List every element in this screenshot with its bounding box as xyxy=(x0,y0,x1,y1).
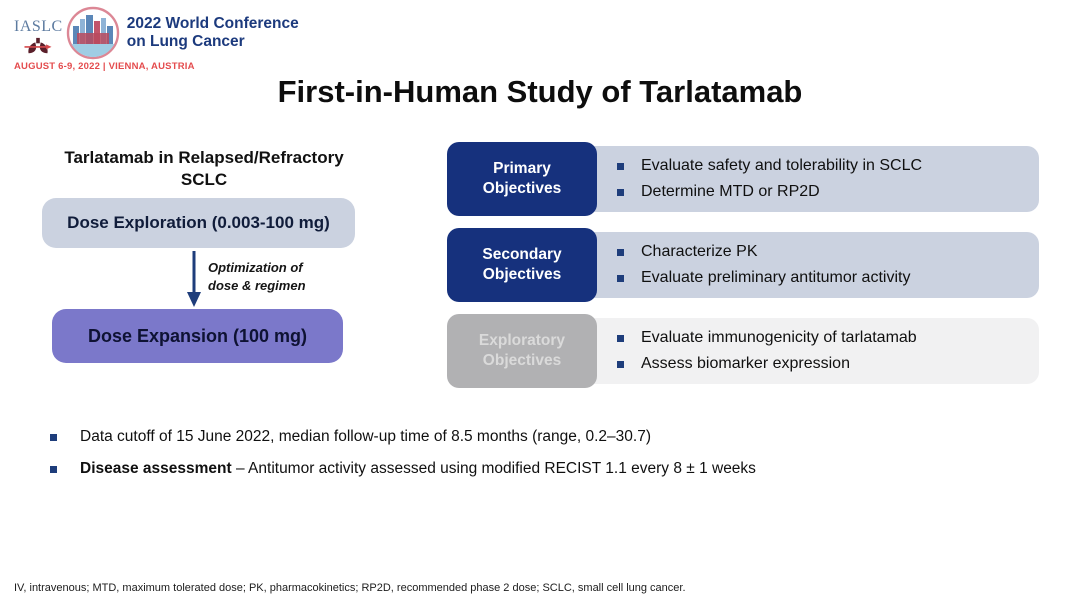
primary-objectives-row: Evaluate safety and tolerability in SCLC… xyxy=(447,142,1039,216)
down-arrow-icon xyxy=(187,251,201,307)
bullet-square-icon xyxy=(50,466,57,473)
secondary-objectives-row: Characterize PK Evaluate preliminary ant… xyxy=(447,228,1039,302)
study-flow-heading: Tarlatamab in Relapsed/Refractory SCLC xyxy=(28,147,380,191)
exploratory-objectives-row: Evaluate immunogenicity of tarlatamab As… xyxy=(447,314,1039,388)
objective-item: Characterize PK xyxy=(617,243,1039,261)
note-text: Data cutoff of 15 June 2022, median foll… xyxy=(80,428,651,446)
note-plain-text: – Antitumor activity assessed using modi… xyxy=(231,460,756,477)
objectives-label-line1: Secondary xyxy=(482,245,562,263)
exploratory-objectives-label: Exploratory Objectives xyxy=(447,314,597,388)
bullet-square-icon xyxy=(50,434,57,441)
note-data-cutoff: Data cutoff of 15 June 2022, median foll… xyxy=(50,428,1040,446)
secondary-objectives-label: Secondary Objectives xyxy=(447,228,597,302)
study-flow-heading-line1: Tarlatamab in Relapsed/Refractory xyxy=(64,148,344,167)
notes-section: Data cutoff of 15 June 2022, median foll… xyxy=(50,428,1040,492)
objective-item: Evaluate preliminary antitumor activity xyxy=(617,269,1039,287)
bullet-square-icon xyxy=(617,248,624,256)
conference-logo: IASLC xyxy=(14,6,299,72)
arrow-annotation-line2: dose & regimen xyxy=(208,277,306,293)
note-text: Disease assessment – Antitumor activity … xyxy=(80,460,756,478)
bullet-square-icon xyxy=(617,188,624,196)
objectives-label-line2: Objectives xyxy=(482,180,562,197)
objective-item: Assess biomarker expression xyxy=(617,355,1039,373)
iaslc-lungs-icon xyxy=(24,37,52,54)
study-flow-heading-line2: SCLC xyxy=(180,170,228,190)
note-plain-text: Data cutoff of 15 June 2022, median foll… xyxy=(80,428,651,445)
conference-name: 2022 World Conference on Lung Cancer xyxy=(127,15,299,51)
objective-item-text: Evaluate immunogenicity of tarlatamab xyxy=(641,329,917,346)
objective-item-text: Characterize PK xyxy=(641,243,758,260)
bullet-square-icon xyxy=(617,334,624,342)
primary-objectives-label: Primary Objectives xyxy=(447,142,597,216)
iaslc-logo-text: IASLC xyxy=(14,18,63,35)
bullet-square-icon xyxy=(617,162,624,170)
objective-item-text: Evaluate safety and tolerability in SCLC xyxy=(641,157,923,174)
objective-item: Evaluate safety and tolerability in SCLC xyxy=(617,157,1039,175)
bullet-square-icon xyxy=(617,360,624,368)
note-disease-assessment: Disease assessment – Antitumor activity … xyxy=(50,460,1040,478)
logo-row: IASLC xyxy=(14,6,299,60)
objective-item: Determine MTD or RP2D xyxy=(617,183,1039,201)
objective-item-text: Evaluate preliminary antitumor activity xyxy=(641,269,911,286)
note-bold-text: Disease assessment xyxy=(80,460,232,477)
objectives-label-line2: Objectives xyxy=(482,266,562,283)
bullet-square-icon xyxy=(617,274,624,282)
objective-item-text: Determine MTD or RP2D xyxy=(641,183,820,200)
dose-expansion-box: Dose Expansion (100 mg) xyxy=(52,309,343,363)
iaslc-mark: IASLC xyxy=(14,18,63,55)
arrow-annotation: Optimization of dose & regimen xyxy=(208,259,306,294)
slide-title: First-in-Human Study of Tarlatamab xyxy=(277,74,803,109)
objectives-label-line1: Primary xyxy=(493,159,551,177)
objective-item-text: Assess biomarker expression xyxy=(641,355,850,372)
arrow-annotation-line1: Optimization of xyxy=(208,260,303,275)
conference-name-line2: on Lung Cancer xyxy=(126,32,245,50)
dose-exploration-box: Dose Exploration (0.003-100 mg) xyxy=(42,198,355,248)
objectives-label-line2: Objectives xyxy=(482,352,562,369)
conference-name-line1: 2022 World Conference xyxy=(126,15,299,32)
conference-date-venue: AUGUST 6-9, 2022 | VIENNA, AUSTRIA xyxy=(14,61,195,72)
abbreviations-footnote: IV, intravenous; MTD, maximum tolerated … xyxy=(14,582,686,594)
wclc-vienna-emblem-icon xyxy=(66,6,119,60)
objectives-label-line1: Exploratory xyxy=(478,331,566,349)
objective-item: Evaluate immunogenicity of tarlatamab xyxy=(617,329,1039,347)
